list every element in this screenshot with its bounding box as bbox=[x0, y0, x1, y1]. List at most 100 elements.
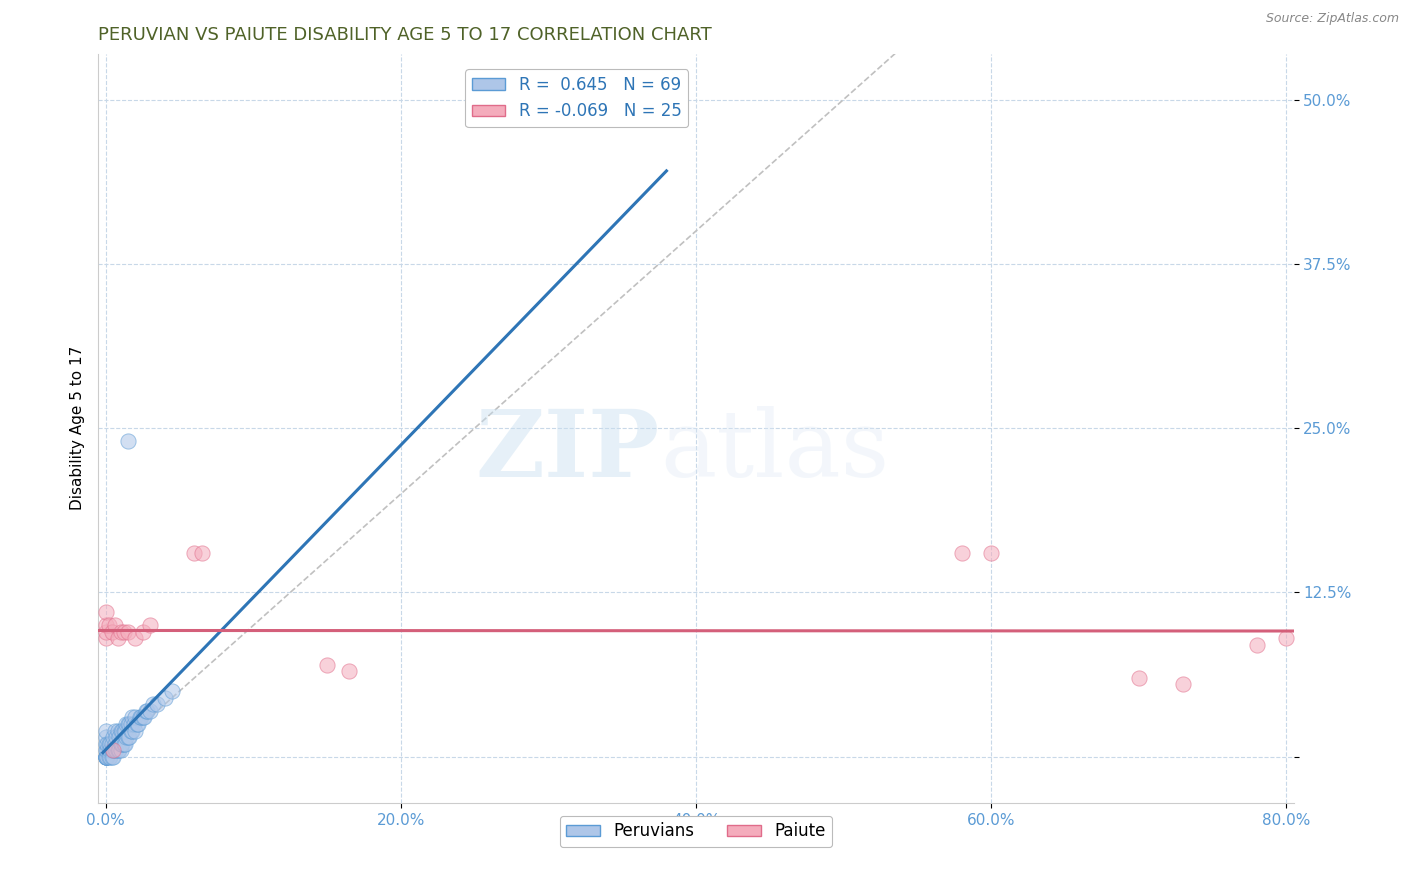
Point bbox=[94, 730, 117, 744]
Point bbox=[101, 730, 124, 744]
Point bbox=[94, 743, 117, 757]
Point bbox=[108, 743, 131, 757]
Point bbox=[120, 717, 142, 731]
Point bbox=[105, 730, 128, 744]
Point bbox=[136, 704, 159, 718]
Point bbox=[94, 618, 117, 632]
Point bbox=[98, 743, 121, 757]
Point bbox=[134, 710, 156, 724]
Point bbox=[114, 723, 136, 738]
Point bbox=[117, 717, 139, 731]
Point bbox=[100, 749, 122, 764]
Point bbox=[117, 624, 139, 639]
Point bbox=[124, 710, 146, 724]
Point bbox=[94, 749, 117, 764]
Point bbox=[153, 690, 176, 705]
Y-axis label: Disability Age 5 to 17: Disability Age 5 to 17 bbox=[69, 346, 84, 510]
Point bbox=[96, 749, 118, 764]
Point bbox=[950, 546, 973, 560]
Point bbox=[101, 743, 124, 757]
Point bbox=[117, 434, 139, 449]
Point bbox=[104, 618, 127, 632]
Point bbox=[118, 717, 141, 731]
Text: PERUVIAN VS PAIUTE DISABILITY AGE 5 TO 17 CORRELATION CHART: PERUVIAN VS PAIUTE DISABILITY AGE 5 TO 1… bbox=[98, 26, 713, 44]
Point bbox=[129, 710, 152, 724]
Point bbox=[1246, 638, 1268, 652]
Point bbox=[316, 657, 339, 672]
Point bbox=[101, 749, 124, 764]
Point bbox=[94, 624, 117, 639]
Point bbox=[110, 723, 132, 738]
Point bbox=[115, 717, 138, 731]
Point bbox=[127, 717, 149, 731]
Point bbox=[101, 743, 124, 757]
Point bbox=[94, 749, 117, 764]
Point bbox=[110, 743, 132, 757]
Point bbox=[125, 717, 148, 731]
Point bbox=[104, 743, 127, 757]
Point bbox=[94, 749, 117, 764]
Point bbox=[190, 546, 212, 560]
Point bbox=[107, 743, 129, 757]
Point bbox=[117, 730, 139, 744]
Point bbox=[114, 737, 136, 751]
Point bbox=[100, 624, 122, 639]
Point bbox=[97, 737, 120, 751]
Point bbox=[104, 737, 127, 751]
Point bbox=[105, 743, 128, 757]
Point bbox=[100, 737, 122, 751]
Point bbox=[111, 737, 134, 751]
Point bbox=[94, 737, 117, 751]
Text: atlas: atlas bbox=[661, 406, 890, 496]
Point bbox=[108, 730, 131, 744]
Point bbox=[115, 730, 138, 744]
Point bbox=[124, 632, 146, 646]
Point bbox=[100, 743, 122, 757]
Point bbox=[107, 632, 129, 646]
Point bbox=[131, 710, 153, 724]
Point bbox=[107, 723, 129, 738]
Point bbox=[135, 704, 157, 718]
Point bbox=[98, 749, 121, 764]
Point bbox=[112, 737, 135, 751]
Point bbox=[183, 546, 205, 560]
Point bbox=[97, 618, 120, 632]
Point bbox=[94, 749, 117, 764]
Point bbox=[112, 723, 135, 738]
Point bbox=[120, 723, 142, 738]
Point bbox=[131, 624, 153, 639]
Point bbox=[1275, 632, 1298, 646]
Point bbox=[96, 743, 118, 757]
Point bbox=[94, 749, 117, 764]
Point bbox=[110, 624, 132, 639]
Point bbox=[121, 710, 143, 724]
Text: Source: ZipAtlas.com: Source: ZipAtlas.com bbox=[1265, 12, 1399, 25]
Point bbox=[94, 723, 117, 738]
Point bbox=[97, 749, 120, 764]
Point bbox=[94, 749, 117, 764]
Point bbox=[118, 730, 141, 744]
Point bbox=[1171, 677, 1194, 691]
Point bbox=[1128, 671, 1150, 685]
Point bbox=[980, 546, 1002, 560]
Point bbox=[94, 605, 117, 619]
Point bbox=[94, 632, 117, 646]
Point bbox=[139, 704, 162, 718]
Point bbox=[110, 737, 132, 751]
Text: ZIP: ZIP bbox=[475, 406, 661, 496]
Point bbox=[96, 737, 118, 751]
Point bbox=[104, 723, 127, 738]
Point bbox=[111, 723, 134, 738]
Point bbox=[337, 665, 360, 679]
Point bbox=[98, 737, 121, 751]
Point bbox=[112, 624, 135, 639]
Point bbox=[146, 697, 169, 711]
Point bbox=[142, 697, 165, 711]
Legend: Peruvians, Paiute: Peruvians, Paiute bbox=[560, 815, 832, 847]
Point bbox=[121, 723, 143, 738]
Point bbox=[128, 710, 150, 724]
Point bbox=[124, 723, 146, 738]
Point bbox=[139, 618, 162, 632]
Point bbox=[160, 684, 183, 698]
Point bbox=[122, 717, 145, 731]
